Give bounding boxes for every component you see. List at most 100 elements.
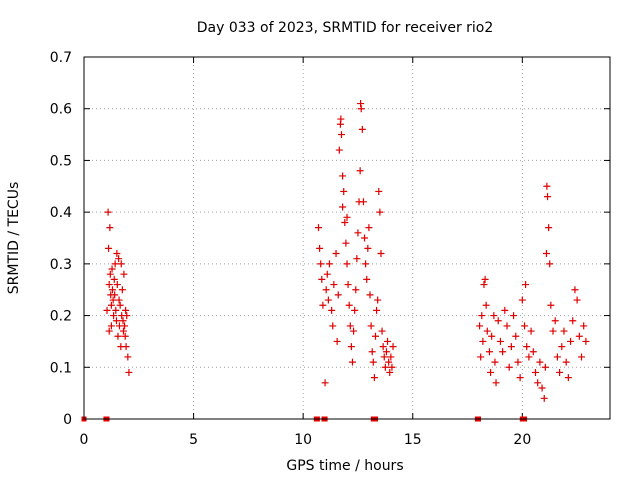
data-point	[316, 244, 324, 252]
data-point	[357, 100, 365, 108]
grid-lines	[83, 56, 610, 420]
data-point	[354, 229, 362, 237]
data-point	[522, 281, 530, 289]
data-point	[319, 301, 327, 309]
data-point	[480, 281, 488, 289]
data-point	[343, 213, 351, 221]
data-point	[575, 332, 583, 340]
data-point	[332, 250, 340, 258]
data-point	[335, 146, 343, 154]
data-point	[325, 260, 333, 268]
data-point	[315, 224, 323, 232]
data-point	[118, 286, 126, 294]
data-point	[503, 322, 511, 330]
data-point	[510, 312, 518, 320]
data-point	[547, 301, 555, 309]
data-point	[365, 224, 373, 232]
data-point	[512, 332, 520, 340]
data-point	[516, 374, 524, 382]
data-point	[119, 317, 127, 325]
data-point	[322, 286, 330, 294]
data-point	[556, 368, 564, 376]
data-point	[553, 353, 561, 361]
data-point	[373, 306, 381, 314]
data-point	[518, 296, 526, 304]
data-point	[346, 322, 354, 330]
data-point	[338, 131, 346, 139]
data-point	[501, 306, 509, 314]
data-point	[362, 260, 370, 268]
data-point	[534, 379, 542, 387]
data-point	[345, 301, 353, 309]
data-point	[117, 260, 125, 268]
x-tick-label: 15	[404, 432, 422, 448]
data-point	[380, 353, 388, 361]
data-point	[538, 384, 546, 392]
data-point	[540, 394, 548, 402]
data-point	[487, 368, 495, 376]
data-point	[357, 105, 365, 113]
data-point	[112, 306, 120, 314]
data-point	[496, 337, 504, 345]
data-point	[546, 260, 554, 268]
data-point	[564, 374, 572, 382]
data-point	[545, 224, 553, 232]
y-tick-label: 0.7	[50, 50, 72, 66]
data-point	[491, 358, 499, 366]
data-point	[549, 327, 557, 335]
data-point	[115, 296, 123, 304]
data-point	[494, 317, 502, 325]
data-point	[558, 343, 566, 351]
data-point	[116, 301, 124, 309]
data-point	[348, 358, 356, 366]
data-point	[381, 363, 389, 371]
x-axis-label: GPS time / hours	[286, 458, 403, 474]
data-point	[521, 322, 529, 330]
data-points	[103, 100, 590, 402]
data-point	[560, 327, 568, 335]
data-point	[339, 203, 347, 211]
data-point	[110, 312, 118, 320]
x-tick-label: 10	[294, 432, 312, 448]
data-point	[329, 322, 337, 330]
data-point	[366, 291, 374, 299]
data-point	[103, 306, 111, 314]
data-point	[485, 348, 493, 356]
data-point	[544, 193, 552, 201]
data-point	[371, 332, 379, 340]
data-point	[122, 306, 130, 314]
data-point	[376, 208, 384, 216]
data-point	[122, 343, 130, 351]
data-point	[536, 358, 544, 366]
data-point	[388, 363, 396, 371]
data-point	[108, 265, 116, 273]
data-point	[499, 348, 507, 356]
data-point	[364, 244, 372, 252]
y-tick-label: 0.2	[50, 309, 72, 325]
data-point	[477, 353, 485, 361]
data-point	[368, 348, 376, 356]
data-point	[343, 260, 351, 268]
y-tick-label: 0.3	[50, 257, 72, 273]
data-point	[333, 337, 341, 345]
data-point	[356, 167, 364, 175]
data-point	[386, 368, 394, 376]
data-point	[525, 353, 533, 361]
data-point	[347, 343, 355, 351]
data-point	[567, 337, 575, 345]
data-point	[105, 244, 113, 252]
data-point	[337, 115, 345, 123]
data-point	[334, 291, 342, 299]
data-point	[111, 260, 119, 268]
data-point	[377, 250, 385, 258]
data-point	[106, 224, 114, 232]
data-point	[112, 317, 120, 325]
data-point	[375, 187, 383, 195]
data-point	[578, 353, 586, 361]
data-point	[108, 286, 116, 294]
data-point	[125, 368, 133, 376]
data-point	[551, 317, 559, 325]
data-point	[104, 208, 112, 216]
data-point	[361, 234, 369, 242]
